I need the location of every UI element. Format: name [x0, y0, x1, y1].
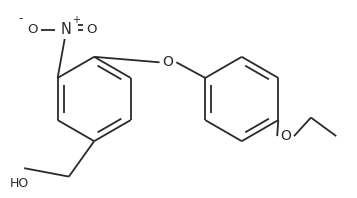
Text: O: O: [27, 23, 38, 36]
Text: O: O: [162, 55, 174, 69]
Text: O: O: [86, 23, 97, 36]
Text: HO: HO: [10, 177, 29, 190]
Text: N: N: [61, 22, 72, 37]
Text: +: +: [72, 15, 80, 25]
Text: O: O: [280, 129, 291, 143]
Text: -: -: [19, 11, 23, 25]
